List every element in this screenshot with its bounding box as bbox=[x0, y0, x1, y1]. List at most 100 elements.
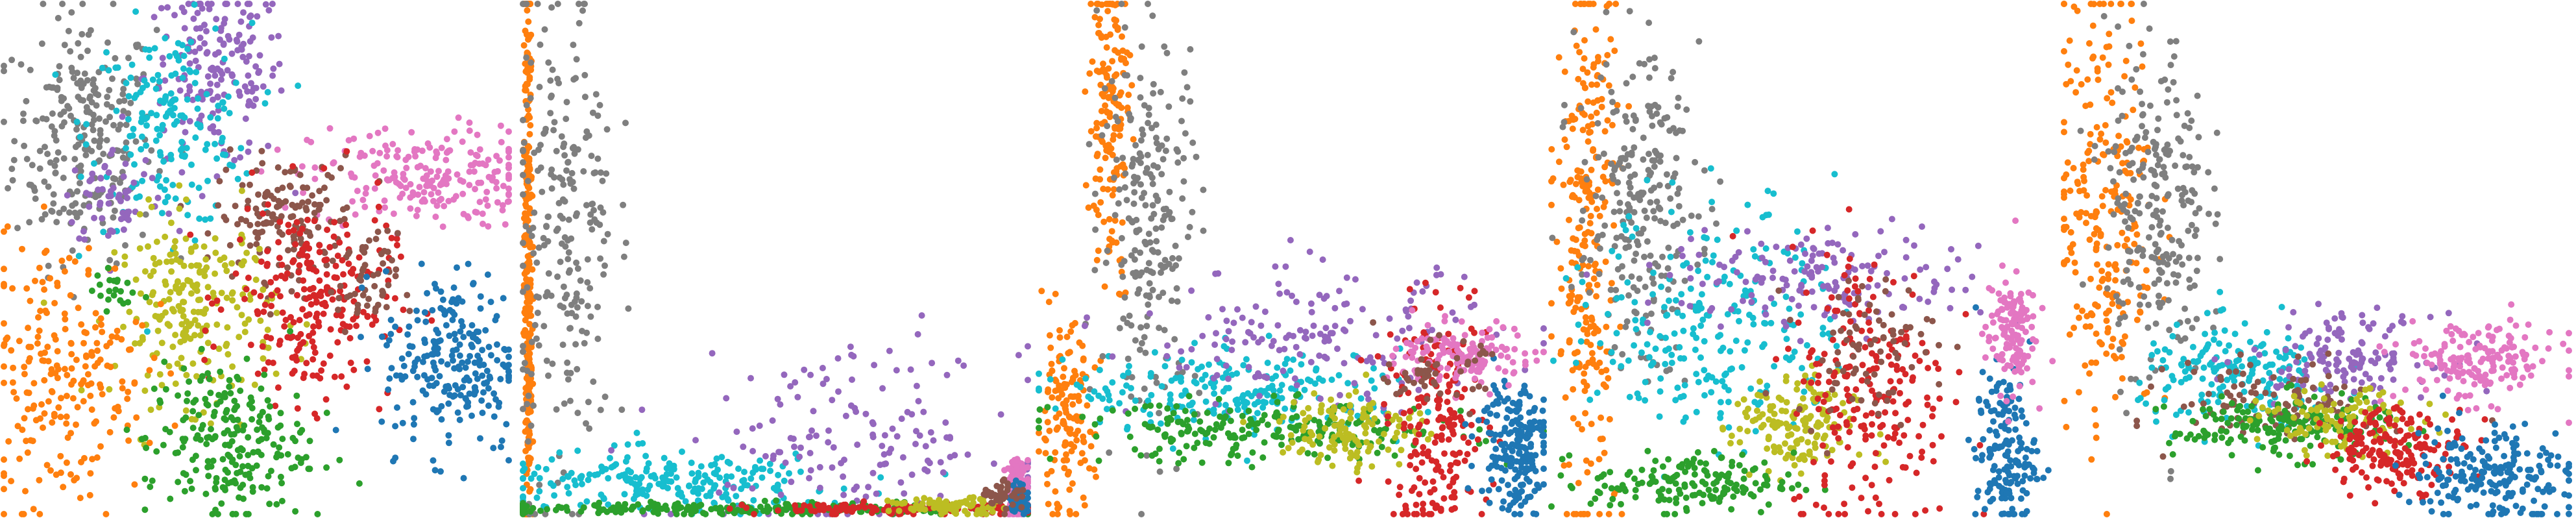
data-point bbox=[44, 343, 51, 351]
data-point bbox=[50, 191, 57, 198]
data-point bbox=[74, 404, 81, 411]
data-point bbox=[552, 506, 559, 513]
data-point bbox=[559, 341, 566, 349]
data-point bbox=[154, 327, 162, 334]
data-point bbox=[310, 266, 317, 273]
data-point bbox=[246, 1, 253, 7]
data-point bbox=[570, 185, 577, 192]
data-point bbox=[1104, 8, 1112, 15]
data-point bbox=[97, 175, 104, 182]
data-point bbox=[278, 497, 286, 504]
data-point bbox=[206, 6, 213, 12]
data-point bbox=[197, 1, 204, 7]
data-point bbox=[361, 152, 368, 159]
cluster-c5 bbox=[980, 476, 1027, 517]
data-point bbox=[1124, 355, 1132, 362]
data-point bbox=[1061, 465, 1068, 472]
data-point bbox=[572, 212, 579, 219]
data-point bbox=[90, 127, 97, 134]
data-point bbox=[587, 211, 594, 218]
data-point bbox=[204, 141, 211, 148]
data-point bbox=[265, 142, 272, 149]
data-point bbox=[54, 375, 61, 382]
data-point bbox=[1036, 430, 1042, 436]
data-point bbox=[149, 291, 156, 299]
data-point bbox=[136, 193, 143, 200]
data-point bbox=[400, 171, 407, 177]
data-point bbox=[361, 262, 369, 269]
data-point bbox=[228, 431, 235, 438]
data-point bbox=[1160, 290, 1167, 297]
data-point bbox=[1121, 71, 1128, 79]
data-point bbox=[1334, 345, 1341, 352]
data-point bbox=[19, 117, 27, 125]
data-point bbox=[1046, 332, 1053, 339]
data-point bbox=[158, 382, 165, 389]
data-point bbox=[524, 426, 531, 434]
data-point bbox=[151, 14, 158, 21]
data-point bbox=[74, 69, 81, 77]
data-point bbox=[667, 511, 674, 517]
data-point bbox=[378, 251, 385, 258]
data-point bbox=[225, 351, 232, 358]
data-point bbox=[1269, 375, 1276, 382]
data-point bbox=[393, 235, 400, 242]
data-point bbox=[563, 99, 570, 106]
data-point bbox=[214, 93, 221, 100]
data-point bbox=[350, 316, 357, 323]
data-point bbox=[1108, 78, 1115, 85]
data-point bbox=[60, 175, 67, 181]
data-point bbox=[1319, 377, 1326, 384]
data-point bbox=[134, 80, 141, 88]
data-point bbox=[1293, 382, 1300, 389]
data-point bbox=[232, 203, 239, 210]
data-point bbox=[850, 352, 857, 360]
data-point bbox=[93, 418, 99, 425]
data-point bbox=[332, 262, 339, 269]
data-point bbox=[600, 238, 607, 245]
data-point bbox=[66, 254, 73, 262]
data-point bbox=[505, 128, 512, 135]
data-point bbox=[299, 306, 306, 313]
data-point bbox=[1241, 404, 1248, 411]
data-point bbox=[299, 199, 306, 206]
data-point bbox=[1258, 322, 1265, 329]
data-point bbox=[245, 275, 252, 281]
data-point bbox=[292, 190, 299, 197]
data-point bbox=[146, 367, 153, 374]
data-point bbox=[1149, 202, 1156, 209]
data-point bbox=[449, 316, 456, 323]
data-point bbox=[688, 460, 695, 466]
data-point bbox=[422, 339, 428, 347]
data-point bbox=[525, 18, 532, 25]
data-point bbox=[526, 162, 533, 169]
data-point bbox=[468, 412, 475, 419]
data-point bbox=[213, 297, 221, 304]
data-point bbox=[784, 500, 791, 508]
data-point bbox=[1328, 376, 1335, 383]
data-point bbox=[139, 110, 146, 117]
data-point bbox=[254, 308, 261, 315]
data-point bbox=[904, 408, 911, 415]
data-point bbox=[112, 55, 119, 62]
data-point bbox=[913, 428, 919, 435]
data-point bbox=[1104, 186, 1112, 193]
data-point bbox=[110, 121, 117, 129]
data-point bbox=[774, 483, 781, 489]
data-point bbox=[463, 403, 470, 410]
data-point bbox=[470, 280, 477, 287]
data-point bbox=[38, 216, 45, 223]
data-point bbox=[221, 393, 228, 401]
data-point bbox=[47, 159, 54, 166]
data-point bbox=[303, 312, 310, 319]
data-point bbox=[154, 71, 162, 79]
data-point bbox=[85, 267, 92, 274]
data-point bbox=[1119, 33, 1125, 40]
data-point bbox=[400, 306, 407, 314]
data-point bbox=[397, 182, 404, 190]
data-point bbox=[557, 302, 564, 309]
data-point bbox=[899, 454, 906, 461]
data-point bbox=[63, 393, 70, 399]
data-point bbox=[1132, 142, 1139, 149]
data-point bbox=[430, 457, 437, 464]
